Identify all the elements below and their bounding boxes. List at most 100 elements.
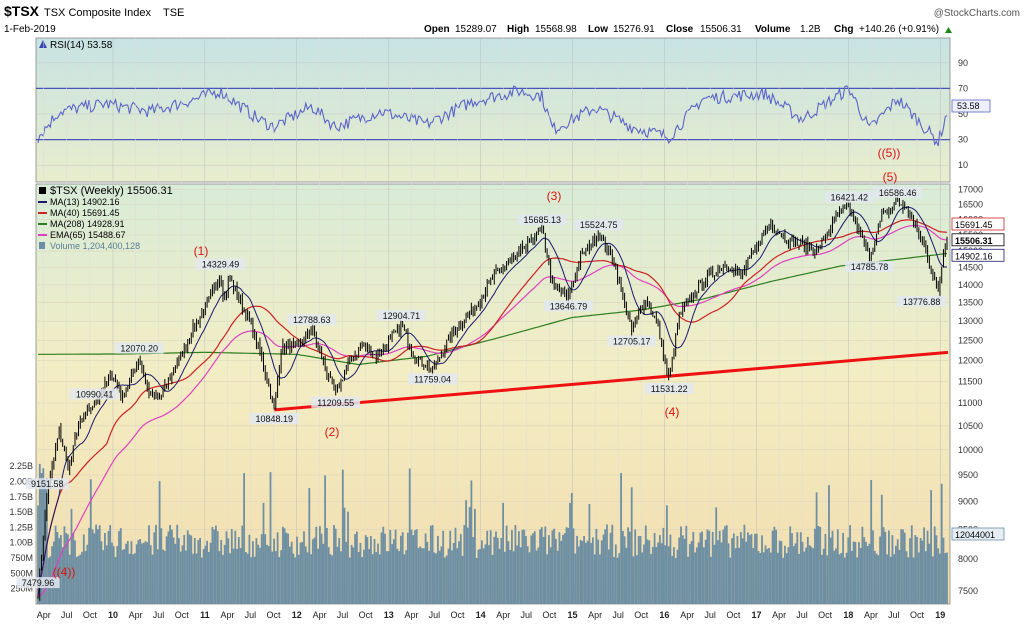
volume-bar <box>179 551 182 604</box>
volume-bar <box>315 526 318 604</box>
volume-bar <box>158 481 161 604</box>
volume-bar <box>570 493 573 604</box>
volume-bar <box>445 555 448 604</box>
quote-bar: Open 15289.07 High 15568.98 Low 15276.91… <box>424 24 952 35</box>
volume-bar <box>762 552 765 604</box>
volume-bar <box>518 531 520 604</box>
rsi-tick-label: 30 <box>958 135 968 145</box>
volume-bar <box>132 554 134 604</box>
volume-bar <box>773 526 776 604</box>
volume-bar <box>311 539 314 604</box>
wave-label: (2) <box>325 425 340 439</box>
volume-bar <box>851 550 853 604</box>
volume-bar <box>88 527 90 604</box>
volume-bar <box>761 535 763 604</box>
volume-bar <box>387 551 390 604</box>
ma40-tag: 15691.45 <box>955 220 993 230</box>
wave-label: (4) <box>665 405 680 419</box>
volume-bar <box>532 533 534 604</box>
volume-bar <box>171 529 173 604</box>
volume-bar <box>109 525 112 604</box>
rsi-tick-label: 50 <box>958 109 968 119</box>
volume-tick-label: 1.75B <box>9 492 33 502</box>
volume-bar <box>465 500 467 604</box>
volume-bar <box>267 546 270 604</box>
volume-bar <box>495 531 497 604</box>
volume-bar <box>407 532 409 604</box>
volume-bar <box>519 547 522 604</box>
volume-bar <box>669 534 672 604</box>
volume-bar <box>204 545 207 604</box>
volume-bar <box>500 538 503 604</box>
volume-bar <box>872 530 874 604</box>
volume-bar <box>211 527 214 604</box>
volume-bar <box>505 525 508 604</box>
volume-bar <box>202 549 205 604</box>
volume-bar <box>741 538 744 604</box>
price-tick-label: 10500 <box>958 421 983 431</box>
volume-bar <box>195 553 198 604</box>
volume-bar <box>877 555 880 604</box>
volume-bar <box>521 529 524 604</box>
volume-bar <box>604 529 607 604</box>
volume-bar <box>659 535 661 604</box>
volume-bar <box>572 528 575 604</box>
volume-bar <box>808 545 811 604</box>
price-annotation: 13646.79 <box>550 301 588 311</box>
volume-bar <box>474 508 476 604</box>
volume-bar <box>77 555 80 604</box>
volume-bar <box>454 527 457 604</box>
volume-bar <box>373 539 376 604</box>
volume-bar <box>178 538 180 604</box>
volume-bar <box>791 533 793 604</box>
volume-bar <box>230 529 233 604</box>
volume-bar <box>451 550 453 604</box>
x-tick-label: Jul <box>796 610 808 620</box>
volume-bar <box>525 536 527 604</box>
volume-bar <box>511 530 513 604</box>
volume-bar <box>769 552 772 604</box>
volume-bar <box>306 552 309 604</box>
rsi-tick-label: 90 <box>958 58 968 68</box>
volume-bar <box>643 544 645 604</box>
volume-bar <box>276 532 279 604</box>
exchange-label: TSE <box>163 7 184 19</box>
annotation-box <box>377 309 426 321</box>
volume-bar <box>585 542 587 604</box>
volume-bar <box>345 541 348 604</box>
volume-bar <box>44 481 46 604</box>
volume-bar <box>613 557 615 604</box>
volume-bar <box>847 537 850 604</box>
volume-bar <box>186 530 189 604</box>
volume-bar <box>546 554 548 604</box>
volume-bar <box>190 535 193 604</box>
volume-bar <box>775 529 777 604</box>
volume-bar <box>79 554 82 604</box>
annotation-box <box>574 219 624 231</box>
volume-bar <box>223 544 226 604</box>
volume-tag: 12044001 <box>955 530 995 540</box>
volume-bar <box>625 547 628 604</box>
x-tick-label: Jul <box>520 610 532 620</box>
x-tick-label: Jul <box>61 610 73 620</box>
last-price-tag: 15506.31 <box>955 236 993 246</box>
volume-bar <box>156 549 159 604</box>
volume-bar <box>909 538 911 604</box>
volume-bar <box>533 531 536 604</box>
wave-labels: ((4)) (1) (2) (3) (4) (5) ((5)) <box>53 146 901 579</box>
price-tick-label: 9500 <box>958 470 978 480</box>
volume-bar <box>466 527 469 604</box>
volume-bar <box>327 547 330 604</box>
volume-bar <box>711 531 714 604</box>
volume-bar <box>292 553 295 604</box>
volume-bar <box>833 550 836 604</box>
volume-bar <box>283 528 286 604</box>
volume-bar <box>889 556 892 604</box>
price-annotation: 13776.88 <box>903 297 941 307</box>
volume-bar <box>718 530 721 604</box>
rsi-value-tag: 53.58 <box>951 99 991 113</box>
volume-bar <box>569 503 571 604</box>
price-tick-label: 8000 <box>958 554 978 564</box>
x-tick-label: 13 <box>384 610 394 620</box>
price-bars <box>37 196 948 601</box>
